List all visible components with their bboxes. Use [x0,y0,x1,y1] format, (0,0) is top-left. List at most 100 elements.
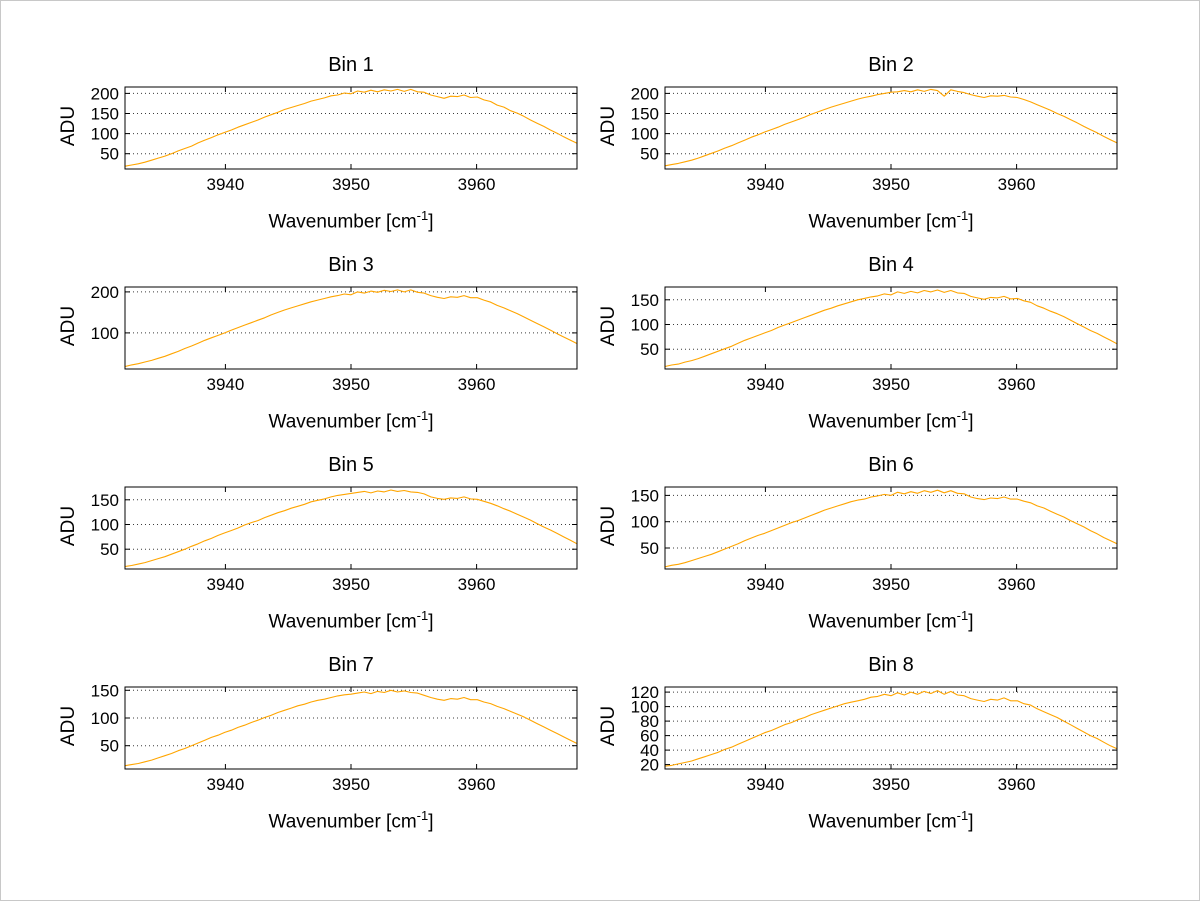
svg-text:150: 150 [631,105,659,124]
x-axis-label: Wavenumber [cm-1] [125,804,577,834]
x-axis-label-text: Wavenumber [cm [268,811,417,833]
x-axis-label: Wavenumber [cm-1] [125,604,577,634]
svg-text:60: 60 [640,727,659,746]
svg-text:100: 100 [91,324,119,343]
svg-text:3960: 3960 [998,375,1036,394]
svg-text:20: 20 [640,756,659,775]
svg-text:3940: 3940 [206,175,244,194]
svg-text:100: 100 [631,125,659,144]
svg-text:3940: 3940 [206,375,244,394]
x-axis-label: Wavenumber [cm-1] [665,404,1117,434]
plot-title: Bin 1 [328,54,374,76]
x-axis-label-close: ] [968,211,974,233]
svg-text:3960: 3960 [998,575,1036,594]
svg-text:3950: 3950 [872,175,910,194]
svg-text:3950: 3950 [332,575,370,594]
x-axis-label-close: ] [428,211,434,233]
svg-text:150: 150 [631,486,659,505]
svg-text:3940: 3940 [206,575,244,594]
subplot-grid: Bin 1 ADU 3940 3950 3960 50 100 150 200 Wavenu… [49,46,1129,846]
x-axis-label-close: ] [968,811,974,833]
x-axis-label: Wavenumber [cm-1] [665,804,1117,834]
svg-text:50: 50 [100,540,119,559]
x-axis-label-text: Wavenumber [cm [268,211,417,233]
plot-title: Bin 8 [868,654,914,676]
svg-text:3960: 3960 [458,775,496,794]
svg-text:3950: 3950 [332,775,370,794]
subplot-bin-3: Bin 3 ADU 3940 3950 3960 100 200 Wavenumber … [49,246,589,446]
x-axis-label: Wavenumber [cm-1] [665,604,1117,634]
svg-text:40: 40 [640,741,659,760]
plot-title: Bin 5 [328,454,374,476]
x-axis-label-text: Wavenumber [cm [808,211,957,233]
svg-text:3950: 3950 [332,175,370,194]
subplot-bin-5: Bin 5 ADU 3940 3950 3960 50 100 150 Wavenumbe… [49,446,589,646]
x-axis-label-text: Wavenumber [cm [808,611,957,633]
svg-text:50: 50 [100,145,119,164]
x-axis-label-sup: -1 [416,408,429,423]
svg-text:100: 100 [91,516,119,535]
svg-text:3950: 3950 [872,375,910,394]
subplot-bin-4: Bin 4 ADU 3940 3950 3960 50 100 150 Wavenumbe… [589,246,1129,446]
svg-text:3940: 3940 [746,175,784,194]
svg-text:3940: 3940 [746,375,784,394]
svg-text:50: 50 [640,539,659,558]
svg-text:50: 50 [640,145,659,164]
svg-text:150: 150 [91,105,119,124]
svg-text:3940: 3940 [206,775,244,794]
x-axis-label-sup: -1 [416,208,429,223]
x-axis-label-sup: -1 [956,208,969,223]
svg-text:200: 200 [91,284,119,302]
svg-text:200: 200 [91,84,119,103]
plot-area: 3940 3950 3960 50 100 150 [91,486,578,594]
svg-text:3950: 3950 [332,375,370,394]
svg-text:100: 100 [631,513,659,532]
svg-text:150: 150 [91,684,119,700]
x-axis-label-text: Wavenumber [cm [808,411,957,433]
svg-text:3940: 3940 [746,575,784,594]
x-axis-label-close: ] [428,411,434,433]
plot-area: 3940 3950 3960 50 100 150 [631,286,1118,394]
svg-text:150: 150 [91,491,119,510]
x-axis-label-sup: -1 [956,408,969,423]
x-axis-label-text: Wavenumber [cm [268,411,417,433]
x-axis-label-text: Wavenumber [cm [808,811,957,833]
svg-text:3940: 3940 [746,775,784,794]
x-axis-label-sup: -1 [956,808,969,823]
x-axis-label-sup: -1 [416,608,429,623]
svg-text:3960: 3960 [998,175,1036,194]
svg-text:3950: 3950 [872,775,910,794]
plot-area: 3940 3950 3960 50 100 150 [91,684,578,794]
subplot-bin-1: Bin 1 ADU 3940 3950 3960 50 100 150 200 Wavenu… [49,46,589,246]
svg-text:200: 200 [631,84,659,103]
x-axis-label: Wavenumber [cm-1] [125,204,577,234]
plot-title: Bin 3 [328,254,374,276]
svg-text:3950: 3950 [872,575,910,594]
plot-title: Bin 4 [868,254,914,276]
x-axis-label-text: Wavenumber [cm [268,611,417,633]
subplot-bin-7: Bin 7 ADU 3940 3950 3960 50 100 150 Wavenumbe… [49,646,589,846]
x-axis-label-close: ] [428,811,434,833]
plot-title: Bin 7 [328,654,374,676]
svg-text:100: 100 [631,698,659,717]
svg-text:3960: 3960 [998,775,1036,794]
x-axis-label-sup: -1 [416,808,429,823]
subplot-bin-2: Bin 2 ADU 3940 3950 3960 50 100 150 200 Wavenu… [589,46,1129,246]
plot-title: Bin 6 [868,454,914,476]
plot-area: 3940 3950 3960 50 100 150 [631,486,1118,594]
subplot-bin-8: Bin 8 ADU 3940 3950 3960 20 40 60 80 100 120 Wav… [589,646,1129,846]
x-axis-label-close: ] [428,611,434,633]
svg-text:50: 50 [100,737,119,756]
x-axis-label-close: ] [968,611,974,633]
svg-text:3960: 3960 [458,375,496,394]
svg-text:150: 150 [631,291,659,310]
svg-text:100: 100 [631,316,659,335]
plot-title: Bin 2 [868,54,914,76]
svg-text:100: 100 [91,125,119,144]
svg-text:3960: 3960 [458,575,496,594]
svg-text:120: 120 [631,684,659,702]
